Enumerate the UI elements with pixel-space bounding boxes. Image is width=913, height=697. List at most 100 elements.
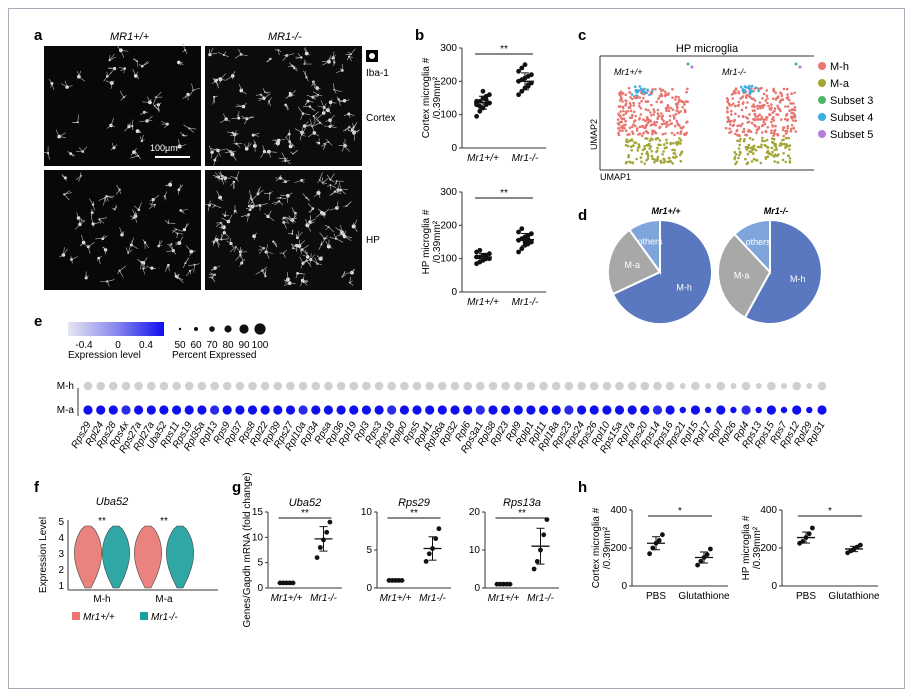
umap-point-ma [679,160,683,163]
microglia-process [141,134,144,142]
microglia-process [327,106,330,111]
microglia-process [172,229,178,234]
umap-point-mh [659,100,663,104]
umap-point-mh [737,115,740,118]
umap-point-mh [634,124,637,128]
microglia-process [306,251,308,257]
umap-point-mh [780,92,783,96]
microglia-process [105,80,112,84]
microglia-process [323,103,327,108]
umap-point-mh [744,133,747,137]
umap-point-mh [753,123,756,127]
microglia-process [175,146,180,149]
data-point [529,72,534,78]
microglia-process [330,179,335,183]
microglia-process [303,48,307,54]
microglia-process [283,217,289,222]
microglia-process [209,48,211,55]
microglia-process [220,222,223,228]
umap-point-s4 [750,84,754,88]
y-tick-label: 300 [440,187,457,198]
pie-slice-label: M-a [625,260,641,270]
microglia-process [228,214,233,222]
microglia-process [176,276,184,281]
umap-point-mh [630,116,634,119]
umap-point-s4 [637,89,641,92]
dot-ma [475,405,485,415]
dot-ma [399,405,409,415]
microglia-process [151,199,154,207]
dot-mh [273,381,283,391]
microglia-process [212,96,215,105]
umap-point-mh [784,105,787,108]
microglia-process [123,95,127,98]
dot-mh [730,383,737,389]
microglia-process [64,194,70,201]
significance-stars: ** [500,188,508,199]
umap-point-s4 [739,85,743,89]
microglia-process [85,275,89,279]
umap-point-mh [632,95,636,98]
umap-point-mh [745,96,748,99]
umap-point-mh [737,100,741,104]
microglia-process [77,71,80,77]
umap-point-mh [675,119,679,123]
microglia-process [312,91,319,96]
microglia-process [307,203,314,209]
microglia-process [255,94,261,96]
dot-mh [741,381,751,391]
dot-mh [324,381,333,391]
x-category-label: Mr1+/+ [467,297,499,308]
microglia-process [210,152,213,159]
umap-point-mh [664,107,668,110]
microglia-process [110,147,115,151]
microglia-process [257,186,261,194]
microglia-process [284,279,289,282]
dot-mh [476,381,485,391]
umap-point-mh [776,104,779,108]
microglia-process [223,113,227,120]
microglia-process [146,115,153,122]
microglia-process [182,262,186,269]
microglia-process [309,218,316,223]
umap-point-mh [773,129,776,133]
microglia-process [133,151,137,156]
dot-mh [222,381,232,391]
umap-point-mh [684,110,687,113]
microglia-process [209,52,218,55]
data-point [529,239,534,245]
dot-mh [362,381,371,391]
data-point [487,92,492,98]
microglia-process [317,263,322,265]
microglia-process [221,232,225,239]
microglia-process [191,83,194,91]
umap-point-mh [640,134,644,137]
data-point [708,546,713,552]
umap-point-mh [632,101,635,105]
umap-point-mh [774,91,778,95]
umap-point-mh [686,87,689,91]
microglia-process [316,88,319,92]
umap-point-ma [739,137,742,141]
umap-point-mh [622,113,625,117]
umap-point-mh [732,102,735,106]
umap-point-mh [776,132,779,136]
umap-point-mh [630,125,634,129]
microglia-process [323,182,328,185]
microglia-process [67,85,73,88]
dot-mh [286,381,295,391]
umap-point-mh [776,95,780,98]
microglia-process [215,222,222,227]
umap-point-ma [752,144,756,148]
umap-point-mh [752,118,755,121]
umap-point-mh [789,129,793,133]
umap-point-ma [660,161,663,164]
microglia-process [127,246,131,254]
microglia-process [176,233,178,239]
umap-point-mh [773,107,777,110]
umap-point-mh [750,87,753,90]
umap-point-ma [770,146,774,150]
scale-bar-label: 100μm [150,143,178,153]
microglia-process [306,197,310,200]
umap-point-mh [647,108,650,112]
